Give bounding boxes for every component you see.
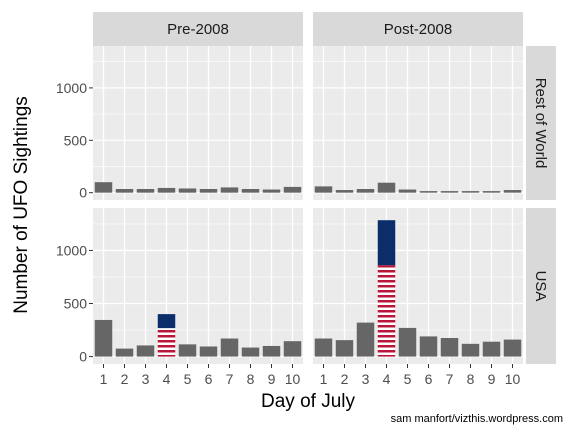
bar bbox=[461, 191, 480, 193]
bar bbox=[314, 338, 333, 357]
x-tick-label: 6 bbox=[205, 371, 213, 387]
bar bbox=[314, 186, 333, 193]
bar bbox=[157, 187, 176, 193]
x-tick-label: 4 bbox=[163, 371, 171, 387]
facet-row-label: USA bbox=[532, 271, 549, 302]
bar bbox=[419, 336, 438, 357]
facet-strip-1 bbox=[313, 12, 523, 46]
y-tick-label: 1000 bbox=[56, 242, 87, 258]
x-tick-label: 2 bbox=[121, 371, 129, 387]
y-axis-title: Number of UFO Sightings bbox=[11, 96, 32, 314]
x-tick-label: 3 bbox=[142, 371, 150, 387]
bar-flag-canton bbox=[157, 314, 176, 329]
x-tick-label: 3 bbox=[362, 371, 370, 387]
x-tick-label: 7 bbox=[226, 371, 234, 387]
panel-background bbox=[93, 208, 303, 364]
facet-col-label: Post-2008 bbox=[384, 21, 452, 38]
bar bbox=[419, 191, 438, 193]
x-tick-label: 4 bbox=[383, 371, 391, 387]
bar bbox=[136, 345, 155, 357]
x-tick-label: 10 bbox=[285, 371, 301, 387]
bar-flag-canton bbox=[377, 220, 396, 266]
x-tick-label: 9 bbox=[268, 371, 276, 387]
x-tick-label: 5 bbox=[184, 371, 192, 387]
bar bbox=[262, 189, 281, 193]
bar bbox=[94, 182, 113, 193]
facet-strip-0 bbox=[93, 12, 303, 46]
panel-background bbox=[313, 208, 523, 364]
x-tick-label: 5 bbox=[404, 371, 412, 387]
bar bbox=[178, 344, 197, 357]
facet-row-strip-1 bbox=[526, 208, 556, 364]
y-tick-label: 1000 bbox=[56, 80, 87, 96]
bar bbox=[461, 343, 480, 357]
x-axis-title: Day of July bbox=[261, 391, 355, 412]
bar bbox=[262, 345, 281, 357]
bar bbox=[356, 189, 375, 193]
panel-background bbox=[313, 46, 523, 200]
bar-flag-stripes bbox=[157, 328, 176, 357]
bar bbox=[335, 340, 354, 357]
bar-flag-stripes bbox=[377, 265, 396, 357]
x-tick-label: 1 bbox=[320, 371, 328, 387]
x-tick-label: 8 bbox=[467, 371, 475, 387]
bar bbox=[398, 189, 417, 193]
bar bbox=[482, 341, 501, 357]
facet-col-label: Pre-2008 bbox=[167, 21, 229, 38]
bar bbox=[241, 189, 260, 193]
bar bbox=[94, 319, 113, 357]
x-tick-label: 9 bbox=[488, 371, 496, 387]
x-tick-label: 6 bbox=[425, 371, 433, 387]
bar bbox=[503, 190, 522, 193]
bar bbox=[241, 347, 260, 357]
bar bbox=[503, 339, 522, 357]
bar bbox=[199, 189, 218, 193]
bar bbox=[356, 322, 375, 357]
bar bbox=[377, 182, 396, 193]
x-tick-label: 7 bbox=[446, 371, 454, 387]
y-tick-label: 500 bbox=[64, 132, 88, 148]
y-tick-label: 0 bbox=[79, 349, 87, 365]
x-tick-label: 10 bbox=[505, 371, 521, 387]
y-tick-label: 500 bbox=[64, 296, 88, 312]
bar bbox=[482, 191, 501, 193]
bar bbox=[283, 341, 302, 357]
bar bbox=[335, 190, 354, 193]
bar bbox=[136, 189, 155, 193]
x-tick-label: 8 bbox=[247, 371, 255, 387]
x-tick-label: 1 bbox=[100, 371, 108, 387]
bar bbox=[220, 338, 239, 357]
y-tick-label: 0 bbox=[79, 185, 87, 201]
panel-background bbox=[93, 46, 303, 200]
bar bbox=[115, 189, 134, 193]
facet-row-label: Rest of World bbox=[532, 78, 549, 169]
bar bbox=[440, 338, 459, 357]
bar bbox=[115, 348, 134, 357]
credit-text: sam manfort/vizthis.wordpress.com bbox=[391, 413, 563, 425]
bar bbox=[220, 187, 239, 193]
facet-row-strip-0 bbox=[526, 46, 556, 200]
bar bbox=[283, 186, 302, 193]
x-tick-label: 2 bbox=[341, 371, 349, 387]
bar bbox=[440, 191, 459, 193]
bar bbox=[398, 327, 417, 357]
bar bbox=[199, 346, 218, 357]
bar bbox=[178, 188, 197, 193]
